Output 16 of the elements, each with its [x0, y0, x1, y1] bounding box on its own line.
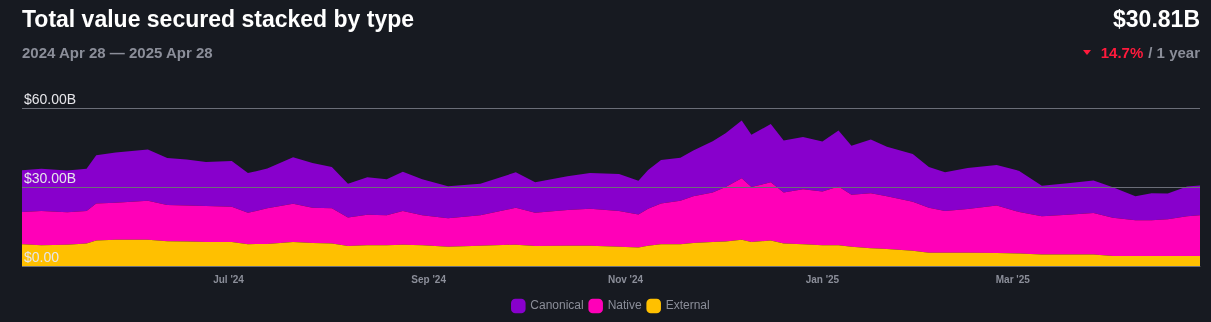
- x-tick-label: Jan '25: [805, 273, 840, 285]
- legend-label: External: [665, 298, 710, 313]
- y-tick-label: $0.00: [24, 248, 60, 265]
- x-tick-label: Sep '24: [411, 273, 447, 285]
- y-tick-label: $30.00B: [24, 169, 77, 186]
- chart-subtitle: 2024 Apr 28 — 2025 Apr 28: [22, 44, 213, 61]
- text: / 1 year: [1148, 44, 1200, 61]
- y-tick-label: $60.00B: [24, 90, 77, 107]
- text: $30.81B: [1113, 6, 1200, 33]
- legend-label: Native: [607, 298, 643, 313]
- text: 14.7%: [1100, 44, 1144, 61]
- chart-title: Total value secured stacked by type: [22, 6, 415, 33]
- x-tick-label: Mar '25: [995, 273, 1031, 285]
- legend-label: Canonical: [530, 298, 584, 313]
- x-tick-label: Jul '24: [213, 273, 245, 285]
- x-tick-label: Nov '24: [607, 273, 644, 285]
